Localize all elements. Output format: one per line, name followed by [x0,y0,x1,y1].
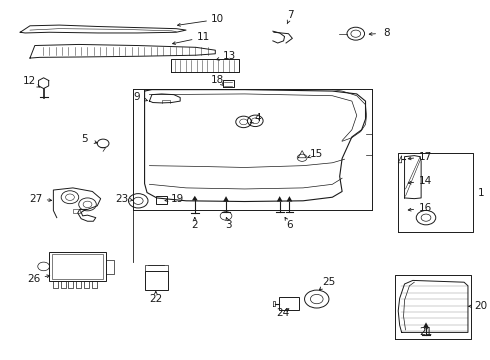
Bar [145,271,168,291]
Text: 1: 1 [478,188,485,198]
Polygon shape [287,196,293,202]
Text: 4: 4 [255,113,262,123]
Text: 9: 9 [133,92,140,102]
Text: 24: 24 [276,309,289,318]
Text: 21: 21 [419,327,433,337]
Bar [49,252,105,281]
Polygon shape [223,196,229,202]
Polygon shape [423,322,429,328]
Text: 5: 5 [81,134,88,144]
Text: 23: 23 [115,194,128,204]
Text: 8: 8 [384,28,391,38]
Text: 14: 14 [418,176,432,186]
Text: 17: 17 [418,152,432,162]
Text: 26: 26 [27,274,41,284]
Text: 13: 13 [222,51,236,61]
Text: 15: 15 [310,149,323,159]
Text: 19: 19 [171,194,184,204]
Text: 6: 6 [286,220,293,230]
Text: 27: 27 [29,194,43,204]
Text: 11: 11 [196,32,210,42]
Text: 12: 12 [23,76,36,86]
Text: 3: 3 [226,220,232,230]
Bar [156,197,167,204]
Text: 16: 16 [418,203,432,213]
Text: 18: 18 [211,75,224,85]
Text: 2: 2 [192,220,198,230]
Text: 25: 25 [322,277,335,287]
Polygon shape [192,196,198,201]
Text: 10: 10 [211,14,224,24]
Bar [279,297,299,310]
Text: 7: 7 [288,10,294,20]
Text: 20: 20 [474,301,488,311]
Bar [52,253,103,279]
Text: 22: 22 [149,294,162,304]
Polygon shape [277,196,283,202]
